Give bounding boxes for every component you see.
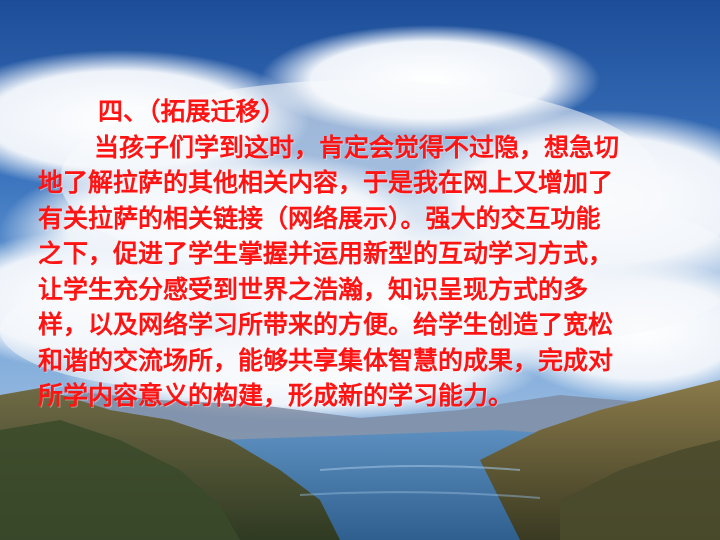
paragraph-line: 和谐的交流场所，能够共享集体智慧的成果，完成对 (38, 343, 698, 379)
paragraph-line: 有关拉萨的相关链接（网络展示）。强大的交互功能 (38, 201, 698, 237)
paragraph-line: 当孩子们学到这时，肯定会觉得不过隐，想急切 (38, 130, 698, 166)
section-heading: 四、（拓展迁移） (38, 94, 698, 130)
paragraph-line: 所学内容意义的构建，形成新的学习能力。 (38, 378, 698, 414)
paragraph-line: 让学生充分感受到世界之浩瀚，知识呈现方式的多 (38, 272, 698, 308)
paragraph-line: 样，以及网络学习所带来的方便。给学生创造了宽松 (38, 307, 698, 343)
paragraph-line: 地了解拉萨的其他相关内容，于是我在网上又增加了 (38, 165, 698, 201)
body-text-block: 四、（拓展迁移） 当孩子们学到这时，肯定会觉得不过隐，想急切 地了解拉萨的其他相… (38, 94, 698, 414)
paragraph-line: 之下，促进了学生掌握并运用新型的互动学习方式， (38, 236, 698, 272)
